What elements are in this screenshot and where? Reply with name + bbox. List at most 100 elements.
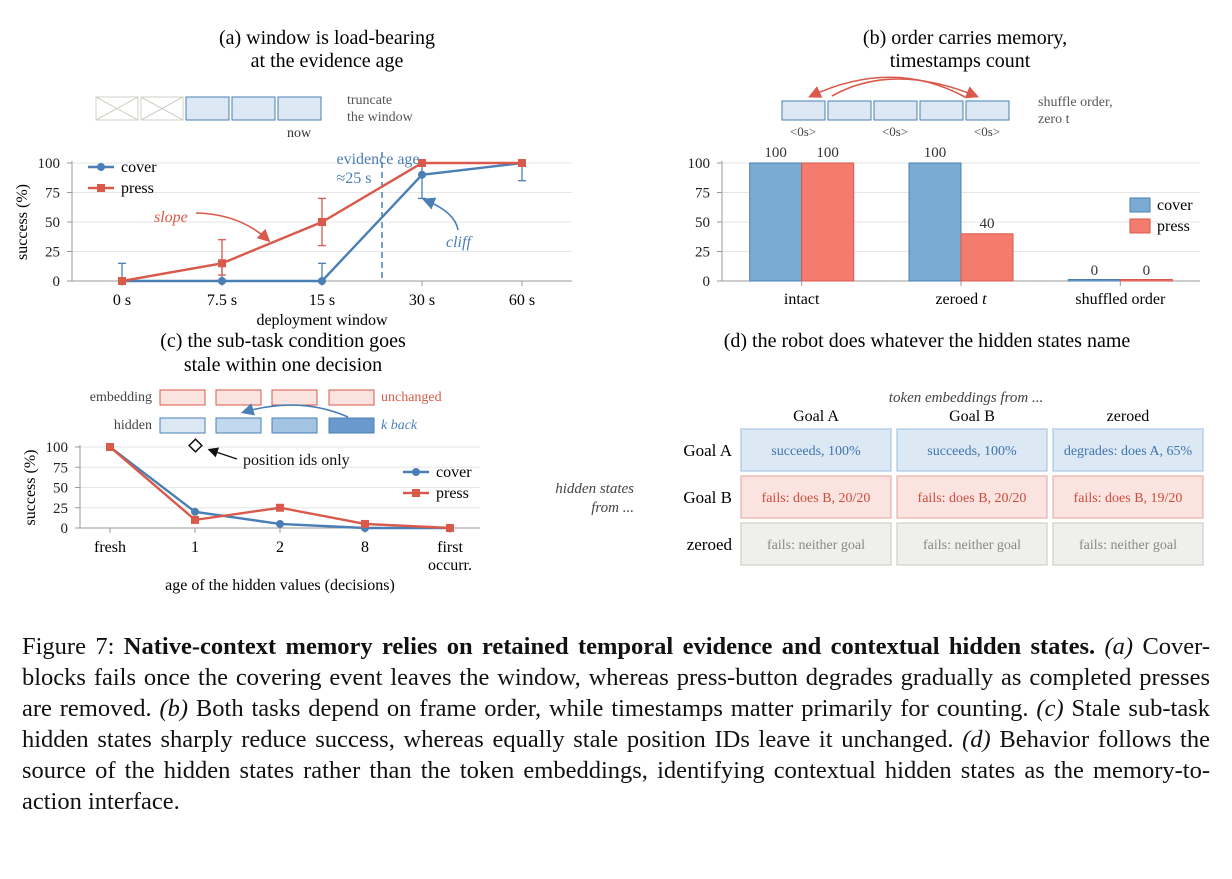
kept-frame-box: [277, 96, 322, 121]
press-point: [361, 519, 369, 528]
matrix-cell-label: fails: neither goal: [1079, 538, 1177, 553]
row-header: zeroed: [687, 535, 733, 554]
caption-b-tag: (b): [159, 695, 189, 722]
panel-c-title-2: stale within one decision: [184, 354, 382, 376]
cover-point: [276, 519, 284, 528]
x-tick-label: occurr.: [428, 557, 472, 574]
hidden-box: [159, 417, 206, 434]
kback-label: k back: [381, 418, 418, 433]
embedding-schematic: embedding unchanged hidden k back: [90, 389, 442, 434]
panel-b-title-2: timestamps count: [890, 50, 1031, 72]
matrix-cell-label: degrades: does A, 65%: [1064, 444, 1193, 459]
row-caption-1: hidden states: [555, 481, 634, 497]
frame-box: [781, 100, 826, 121]
embedding-box: [215, 389, 262, 406]
matrix-cell-label: fails: does B, 20/20: [762, 491, 871, 506]
cover-bar-value-label: 100: [764, 145, 787, 161]
figure-caption: Figure 7: Native-context memory relies o…: [22, 631, 1210, 817]
caption-c-tag: (c): [1036, 695, 1064, 722]
dropped-frame-cross-icon: [95, 96, 139, 121]
press-point: [446, 524, 454, 532]
zero-timestamp-label: <0s>: [974, 124, 1000, 139]
evidence-age-label-1: evidence age: [336, 151, 419, 168]
position-ids-label: position ids only: [243, 452, 350, 469]
press-point: [118, 277, 126, 285]
cover-legend-label: cover: [1157, 197, 1193, 214]
y-tick-label: 25: [695, 245, 710, 261]
y-tick-label: 0: [703, 274, 711, 290]
caption-d-text: Behavior follows the source of the hidde…: [22, 726, 1210, 815]
hidden-box: [328, 417, 375, 434]
x-tick-label: 60 s: [509, 292, 535, 309]
truncate-label-2: the window: [347, 110, 414, 125]
matrix-cell-label: fails: does B, 19/20: [1074, 491, 1183, 506]
now-label: now: [287, 126, 312, 141]
matrix-cell: [1052, 522, 1204, 566]
x-tick-label: fresh: [94, 539, 126, 556]
dropped-frame-cross-icon: [140, 96, 184, 121]
cliff-label: cliff: [446, 234, 473, 251]
zero-timestamp-label: <0s>: [882, 124, 908, 139]
y-tick-label: 100: [38, 156, 61, 172]
cover-point: [191, 507, 199, 516]
press-bar-value-label: 0: [1143, 263, 1151, 279]
x-tick-label: 2: [276, 539, 284, 556]
panel-a-title-1: (a) window is load-bearing: [219, 27, 435, 49]
press-bar: [801, 162, 855, 282]
y-tick-label: 50: [53, 481, 68, 497]
cover-point: [318, 277, 326, 285]
cover-bar: [908, 162, 962, 282]
panel-a-title-2: at the evidence age: [251, 50, 404, 72]
cover-legend-swatch-icon: [1129, 197, 1151, 213]
truncate-label-1: truncate: [347, 93, 392, 108]
embedding-box: [159, 389, 206, 406]
x-tick-label: 30 s: [409, 292, 435, 309]
y-tick-label: 0: [61, 521, 69, 537]
press-point: [518, 159, 526, 167]
cover-bar: [1067, 279, 1121, 282]
caption-bold: Native-context memory relies on retained…: [123, 633, 1096, 660]
frame-box: [965, 100, 1010, 121]
dropped-frame-box: [95, 96, 139, 121]
x-axis-label: age of the hidden values (decisions): [165, 577, 395, 594]
press-point: [318, 218, 326, 226]
hidden-box: [215, 417, 262, 434]
x-tick-label: 7.5 s: [207, 292, 237, 309]
matrix-cell: [896, 428, 1048, 472]
press-bar: [1119, 279, 1173, 282]
matrix-cell: [740, 522, 892, 566]
caption-c-text: Stale sub-task hidden states sharply red…: [22, 695, 1210, 753]
matrix-cell-label: fails: neither goal: [767, 538, 865, 553]
column-header: zeroed: [1107, 408, 1150, 425]
position-ids-arrow-icon: [207, 447, 238, 460]
y-tick-label: 25: [45, 245, 60, 261]
hidden-label: hidden: [114, 418, 152, 433]
x-tick-label: intact: [784, 291, 820, 308]
slope-arrow-icon: [195, 212, 271, 243]
x-tick-label: 15 s: [309, 292, 335, 309]
cliff-arrow-icon: [422, 197, 459, 231]
caption-a-text: Cover-blocks fails once the covering eve…: [22, 633, 1210, 722]
row-caption-2: from ...: [591, 500, 634, 516]
embedding-label: embedding: [90, 390, 152, 405]
x-tick-label: shuffled order: [1075, 291, 1166, 308]
press-bar-value-label: 40: [980, 216, 995, 232]
matrix-cell: [896, 522, 1048, 566]
y-tick-label: 50: [695, 215, 710, 231]
press-legend-swatch-icon: [1129, 218, 1151, 234]
cover-point: [418, 170, 426, 179]
panel-c: (c) the sub-task condition goes stale wi…: [22, 330, 480, 594]
slope-label: slope: [154, 209, 188, 226]
frame-box: [919, 100, 964, 121]
y-tick-label: 100: [688, 156, 711, 172]
press-point: [218, 259, 226, 268]
matrix-cell: [1052, 428, 1204, 472]
row-header: Goal B: [683, 488, 732, 507]
press-bar-value-label: 100: [816, 145, 839, 161]
cover-bar: [749, 162, 803, 282]
caption-lead: Figure 7:: [22, 633, 124, 660]
zero-timestamp-label: <0s>: [790, 124, 816, 139]
matrix-cell: [740, 428, 892, 472]
x-axis-label: deployment window: [256, 312, 388, 329]
matrix-cell: [1052, 475, 1204, 519]
